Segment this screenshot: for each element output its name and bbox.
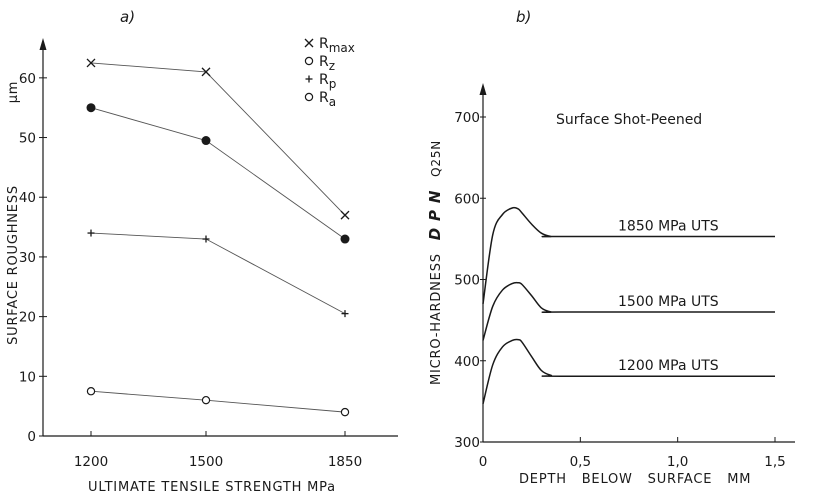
legend-label-rmax: Rmax (319, 36, 355, 55)
series-1850-mpa-uts: 1850 MPa UTS (482, 206, 775, 304)
point-rmax (340, 210, 350, 220)
point-rmax (86, 58, 96, 68)
point-rz (340, 234, 350, 244)
panel-b-x-axis-label: DEPTH BELOW SURFACE MM (519, 472, 751, 487)
panel-a-y-tick-label: 10 (19, 369, 36, 385)
series-line-ra (90, 390, 346, 413)
series-line-rz (90, 107, 346, 240)
curve-1500-mpa-uts (482, 281, 775, 341)
curve-label-1200-mpa-uts: 1200 MPa UTS (618, 358, 719, 374)
series-1500-mpa-uts: 1500 MPa UTS (482, 281, 775, 341)
point-rp (87, 229, 95, 237)
point-ra (340, 407, 350, 417)
curve-label-1850-mpa-uts: 1850 MPa UTS (618, 218, 719, 234)
panel-a-y-tick-label: 50 (19, 131, 36, 147)
point-rmax (201, 67, 211, 77)
legend-label-ra: Ra (319, 90, 336, 109)
panel-b-y-axis-unit: D P N (426, 190, 444, 240)
panel-a-y-axis-label: SURFACE ROUGHNESS (6, 185, 21, 345)
panel-a-letter: a) (120, 8, 135, 26)
legend-marker-rz (304, 56, 314, 66)
series-1200-mpa-uts: 1200 MPa UTS (482, 338, 775, 404)
point-rz (86, 103, 96, 113)
panel-b-x-tick-label: 0,5 (570, 454, 591, 470)
panel-a-y-tick-label: 60 (19, 71, 36, 87)
curve-1200-mpa-uts (482, 338, 775, 404)
panel-b-y-tick-label: 400 (454, 354, 480, 370)
series-line-rmax (90, 62, 346, 216)
series-ra (86, 387, 350, 417)
legend-marker-rp (305, 75, 313, 83)
panel-b-y-axis-label-text: MICRO-HARDNESS (429, 253, 444, 385)
point-ra (86, 387, 96, 396)
curve-label-1500-mpa-uts: 1500 MPa UTS (618, 294, 719, 310)
panel-b-x-tick-label: 0 (479, 454, 488, 470)
panel-b-letter: b) (516, 8, 531, 26)
point-rp (341, 310, 349, 318)
panel-b-y-axis-label: MICRO-HARDNESS D P N Q25N (426, 140, 444, 385)
panel-a-y-tick-label: 30 (19, 250, 36, 266)
panel-b-hardness-chart: b) Surface Shot-Peened MICRO-HARDNESS D … (426, 8, 795, 487)
panel-b-x-tick-label: 1,5 (764, 454, 785, 470)
series-rmax (86, 58, 350, 220)
panel-a-y-tick-label: 40 (19, 190, 36, 206)
panel-a-x-tick-label: 1500 (189, 454, 223, 470)
panel-b-y-tick-label: 500 (454, 273, 480, 289)
legend-marker-rmax (304, 38, 314, 48)
curve-1850-mpa-uts (482, 206, 775, 304)
panel-a-y-tick-label: 0 (27, 429, 36, 445)
legend-label-rz: Rz (319, 54, 335, 73)
panel-a-x-tick-label: 1200 (74, 454, 108, 470)
panel-b-y-tick-label: 600 (454, 191, 480, 207)
panel-b-y-axis-note: Q25N (429, 140, 443, 177)
series-rp (87, 229, 349, 318)
legend-label-rp: Rp (319, 72, 336, 91)
panel-b-x-tick-label: 1,0 (667, 454, 688, 470)
panel-b-title: Surface Shot-Peened (556, 112, 702, 128)
panel-a-y-unit: µm (6, 81, 21, 104)
point-rz (201, 136, 211, 146)
panel-a-x-axis-label: ULTIMATE TENSILE STRENGTH MPa (88, 480, 336, 495)
panel-b-y-tick-label: 700 (454, 110, 480, 126)
panel-a-y-tick-label: 20 (19, 310, 36, 326)
panel-a-x-tick-label: 1850 (328, 454, 362, 470)
panel-b-y-tick-label: 300 (454, 435, 480, 451)
legend-marker-ra (304, 92, 314, 102)
series-rz (86, 103, 350, 244)
point-rp (202, 235, 210, 243)
panel-b-y-axis-arrow (479, 83, 487, 95)
panel-a-roughness-chart: a) µm SURFACE ROUGHNESS ULTIMATE TENSILE… (6, 8, 398, 495)
panel-a-y-axis-arrow (39, 38, 47, 50)
series-line-rp (90, 232, 346, 315)
point-ra (201, 395, 211, 405)
